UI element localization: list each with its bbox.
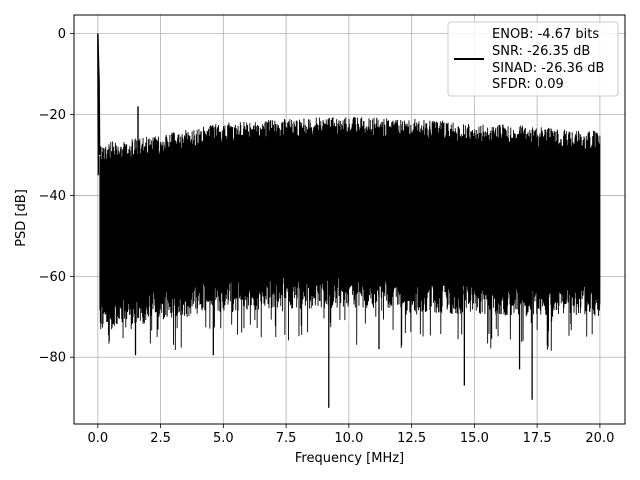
y-tick-label: −20 <box>39 108 66 123</box>
psd-noise-trace <box>99 117 601 351</box>
x-axis-label: Frequency [MHz] <box>295 451 404 466</box>
x-tick-label: 7.5 <box>276 431 297 446</box>
tick-layer: 0.0 2.5 5.0 7.5 10.0 12.5 15.0 17.5 20.0 0 −20 −40 −… <box>39 27 615 446</box>
x-tick-label: 20.0 <box>585 431 614 446</box>
x-tick-label: 5.0 <box>213 431 234 446</box>
legend-line-1: SNR: -26.35 dB <box>492 44 590 59</box>
x-tick-label: 10.0 <box>334 431 363 446</box>
y-tick-label: −40 <box>39 189 66 204</box>
plot-frame <box>73 14 626 425</box>
legend-box <box>447 21 619 97</box>
data-layer <box>97 33 601 408</box>
legend: ENOB: -4.67 bits SNR: -26.35 dB SINAD: -… <box>447 21 619 97</box>
x-tick-label: 0.0 <box>88 431 109 446</box>
y-tick-label: −80 <box>39 351 66 366</box>
psd-dc-peak <box>97 33 102 176</box>
legend-line-3: SFDR: 0.09 <box>492 77 564 92</box>
legend-line-2: SINAD: -26.36 dB <box>492 61 604 76</box>
x-tick-label: 2.5 <box>150 431 171 446</box>
x-tick-label: 15.0 <box>460 431 489 446</box>
y-axis-label: PSD [dB] <box>14 189 29 247</box>
y-tick-label: 0 <box>58 27 66 42</box>
y-tick-label: −60 <box>39 270 66 285</box>
x-tick-label: 17.5 <box>523 431 552 446</box>
legend-line-0: ENOB: -4.67 bits <box>492 27 599 42</box>
x-tick-label: 12.5 <box>397 431 426 446</box>
